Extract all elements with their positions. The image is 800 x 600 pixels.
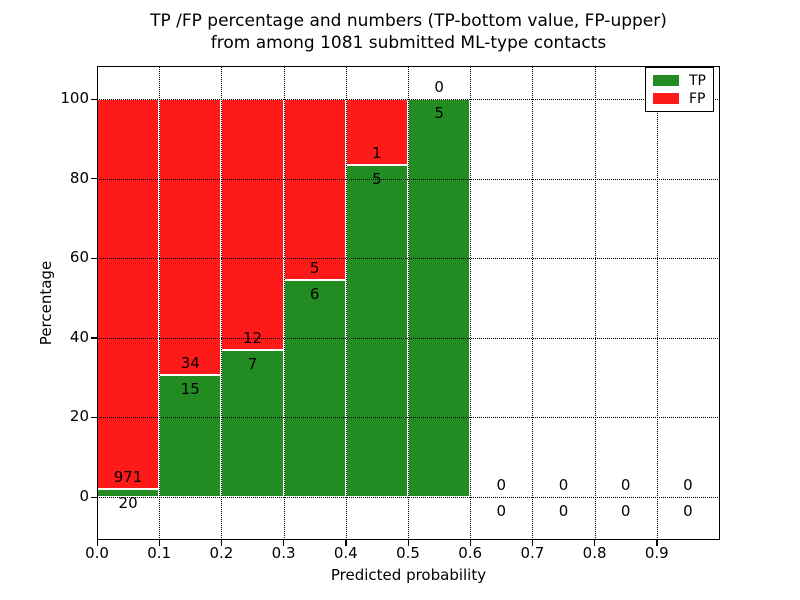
legend-entry-tp: TP [646, 74, 713, 88]
y-tick-label: 40 [69, 327, 89, 346]
y-tick-label: 20 [69, 407, 89, 426]
x-tick-label: 0.2 [209, 544, 234, 562]
bar-segment-tp [221, 350, 284, 497]
tp-count-label: 7 [247, 355, 258, 374]
legend-label-tp: TP [689, 72, 706, 89]
grid-line-vertical [656, 66, 658, 540]
grid-line-vertical [221, 66, 223, 540]
bar-segment-fp [97, 99, 160, 489]
x-tick-mark [469, 540, 471, 546]
x-tick-label: 0.5 [396, 544, 420, 562]
tp-count-label: 20 [118, 493, 138, 512]
fp-count-label: 1 [372, 144, 382, 163]
fp-count-label: 34 [180, 354, 200, 373]
x-tick-mark [220, 540, 223, 546]
legend: TP FP [645, 67, 714, 112]
y-tick-mark [91, 337, 97, 339]
legend-entry-fp: FP [646, 92, 713, 106]
x-tick-label: 0.9 [644, 544, 669, 562]
fp-count-label: 5 [309, 258, 320, 277]
x-tick-label: 0.1 [147, 544, 172, 562]
bar-segment-tp [345, 165, 408, 497]
fp-count-label: 971 [113, 467, 143, 486]
grid-line-vertical [408, 66, 409, 540]
bar-segment-fp [159, 99, 222, 376]
y-tick-mark [91, 178, 97, 180]
tp-count-label: 5 [372, 170, 382, 189]
fp-count-label: 0 [558, 476, 569, 494]
bar-segment-fp [221, 99, 284, 351]
x-tick-mark [283, 540, 285, 546]
tp-count-label: 5 [434, 104, 444, 122]
x-tick-mark [345, 540, 347, 546]
bar-segment-tp [408, 99, 471, 497]
bar-segment-tp [283, 279, 346, 497]
y-tick-label: 80 [69, 168, 89, 187]
fp-count-label: 0 [496, 476, 507, 494]
x-tick-label: 0.0 [85, 544, 109, 562]
plot-area: 971 20 34 15 12 7 5 6 1 5 0 5 0 0 0 0 0 0 0 0 0 20 40 60 80 100 0.… [60, 66, 720, 562]
fp-count-label: 0 [683, 476, 693, 494]
chart-title-line1: TP /FP percentage and numbers (TP-bottom… [150, 11, 667, 31]
chart-title: TP /FP percentage and numbers (TP-bottom… [97, 10, 720, 54]
x-tick-label: 0.7 [520, 544, 545, 562]
x-tick-mark [531, 540, 534, 546]
x-tick-mark [407, 540, 409, 546]
tp-count-label: 0 [496, 502, 507, 520]
x-tick-label: 0.3 [271, 544, 296, 562]
bar-segment-tp [159, 375, 222, 497]
tp-count-label: 0 [683, 502, 693, 520]
x-tick-label: 0.8 [582, 544, 607, 562]
grid-line-vertical [283, 66, 285, 540]
y-tick-mark [91, 98, 97, 100]
chart-title-line2: from among 1081 submitted ML-type contac… [210, 33, 607, 53]
x-tick-label: 0.4 [333, 544, 358, 562]
fp-count-label: 0 [620, 476, 631, 494]
legend-label-fp: FP [689, 90, 706, 107]
fp-count-label: 0 [434, 78, 444, 96]
x-tick-mark [594, 540, 596, 546]
fp-color-swatch [653, 93, 679, 104]
y-tick-label: 0 [79, 487, 89, 505]
x-axis-label: Predicted probability [330, 566, 487, 584]
bar-segment-fp [345, 99, 408, 166]
y-tick-label: 100 [60, 89, 89, 107]
tp-count-label: 15 [180, 380, 200, 399]
bar-segment-fp [283, 99, 346, 280]
tp-color-swatch [653, 75, 679, 86]
tp-count-label: 6 [309, 284, 320, 303]
x-tick-mark [656, 540, 658, 546]
grid-line-vertical [345, 66, 347, 540]
fp-count-label: 12 [242, 329, 263, 348]
y-tick-mark [91, 496, 97, 498]
y-tick-label: 60 [69, 248, 89, 267]
tp-count-label: 0 [558, 502, 569, 520]
tp-count-label: 0 [620, 502, 631, 520]
x-tick-label: 0.6 [458, 544, 483, 562]
grid-line-vertical [532, 66, 534, 540]
y-tick-mark [91, 416, 97, 419]
y-tick-mark [91, 257, 97, 259]
x-tick-mark [158, 540, 160, 546]
grid-line-vertical [470, 66, 472, 540]
x-tick-mark [96, 540, 98, 546]
grid-line-vertical [159, 66, 161, 540]
grid-line-vertical [594, 66, 596, 540]
